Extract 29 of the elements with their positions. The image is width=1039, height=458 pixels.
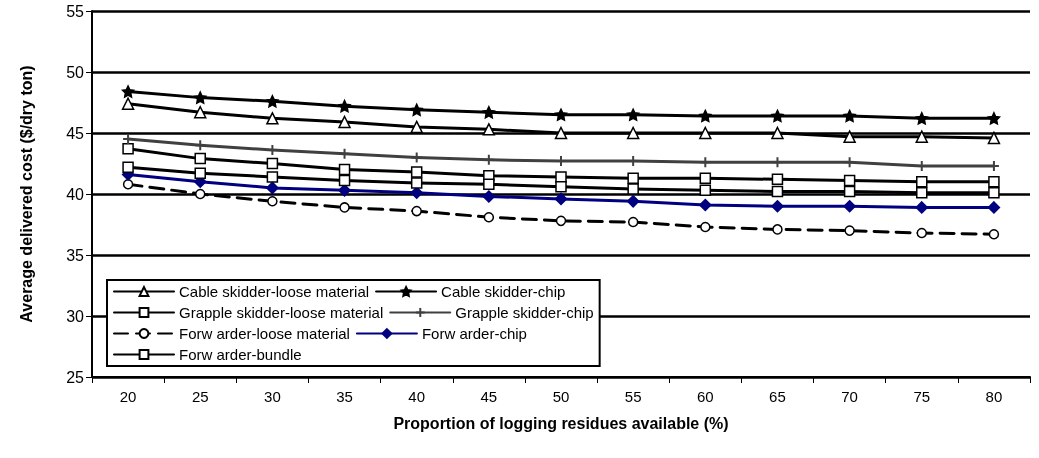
x-tick-label: 25	[191, 388, 209, 405]
y-tick-label: 45	[66, 124, 85, 142]
x-tick-label: 80	[985, 388, 1003, 405]
x-tick-label: 20	[119, 388, 137, 405]
x-tick-label: 60	[696, 388, 714, 405]
y-tick-label: 25	[66, 368, 85, 386]
x-tick-label: 75	[913, 388, 931, 405]
legend-label: Grapple skidder-chip	[455, 304, 594, 321]
legend-label: Forw arder-loose material	[179, 325, 350, 342]
y-tick-label: 30	[66, 307, 85, 325]
x-tick-label: 65	[769, 388, 786, 405]
x-tick-label: 55	[624, 388, 642, 405]
legend-label: Grapple skidder-loose material	[179, 304, 384, 321]
y-tick-label: 55	[66, 2, 85, 20]
legend-label: Cable skidder-chip	[441, 283, 566, 300]
y-tick-label: 35	[66, 246, 85, 264]
x-axis-title: Proportion of logging residues available (%)	[393, 414, 729, 432]
legend-label: Forw arder-bundle	[179, 346, 302, 363]
y-tick-label: 40	[66, 185, 85, 203]
y-tick-label: 50	[66, 63, 85, 81]
legend-label: Cable skidder-loose material	[179, 283, 370, 300]
x-tick-label: 40	[408, 388, 426, 405]
x-tick-label: 35	[336, 388, 353, 405]
x-tick-label: 30	[264, 388, 281, 405]
x-tick-label: 70	[841, 388, 858, 405]
x-tick-label: 50	[552, 388, 570, 405]
legend-label: Forw arder-chip	[421, 325, 527, 342]
y-axis-title: Average delivered cost ($/dry ton)	[17, 65, 35, 323]
x-tick-label: 45	[480, 388, 498, 405]
